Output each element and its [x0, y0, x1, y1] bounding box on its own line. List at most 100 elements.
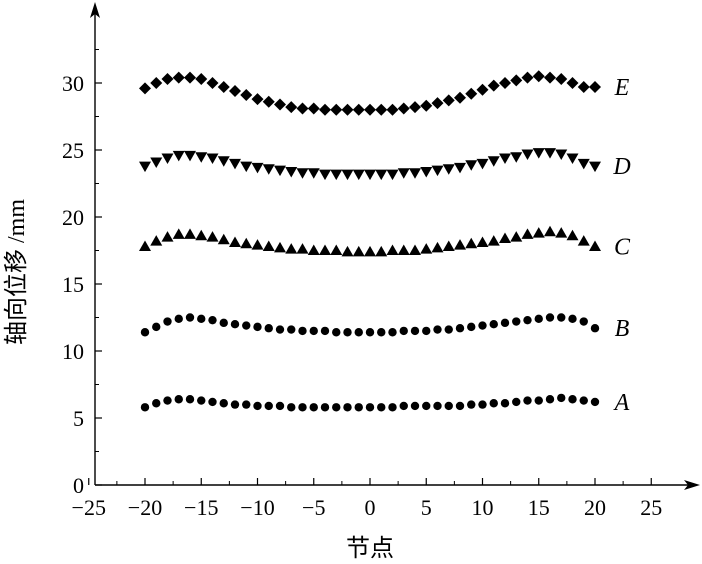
data-point-triangle-down	[589, 161, 601, 173]
data-point-triangle-down	[577, 158, 590, 170]
data-point-triangle-down	[510, 152, 523, 163]
data-point-triangle-up	[577, 235, 590, 246]
data-point-diamond	[386, 103, 399, 116]
data-point-circle	[140, 328, 150, 337]
data-point-diamond	[240, 89, 253, 102]
data-point-triangle-down	[262, 164, 275, 175]
data-point-triangle-down	[240, 161, 253, 173]
data-point-triangle-up	[397, 244, 410, 255]
data-point-diamond	[510, 74, 523, 87]
data-point-triangle-down	[420, 166, 433, 178]
series-label-D: D	[612, 154, 630, 180]
data-point-circle	[590, 324, 600, 333]
data-point-diamond	[409, 101, 421, 114]
data-point-triangle-down	[555, 149, 568, 161]
x-tick-label: −25	[72, 495, 106, 520]
data-point-triangle-up	[217, 233, 230, 245]
data-point-triangle-up	[566, 229, 579, 241]
data-point-circle	[208, 397, 217, 407]
data-point-triangle-up	[330, 244, 343, 255]
series-B	[140, 313, 600, 337]
data-point-circle	[534, 314, 543, 324]
data-point-diamond	[296, 102, 309, 115]
data-point-circle	[579, 396, 588, 405]
data-point-diamond	[307, 102, 320, 115]
data-point-diamond	[330, 103, 343, 116]
data-point-triangle-down	[465, 160, 478, 171]
data-point-circle	[579, 317, 588, 326]
data-point-circle	[208, 315, 217, 325]
data-point-circle	[163, 317, 172, 326]
data-point-triangle-down	[330, 169, 343, 181]
data-point-triangle-up	[364, 245, 376, 257]
data-point-triangle-down	[386, 169, 399, 181]
data-point-triangle-down	[251, 162, 264, 174]
data-point-triangle-up	[532, 227, 545, 238]
data-point-circle	[163, 396, 172, 405]
data-point-circle	[467, 400, 476, 409]
ticks: −25 −20 −15 −10 −5 0 5 10 15 20 25 0 5 10 15 20 25 30	[62, 49, 662, 520]
data-point-circle	[298, 326, 307, 336]
data-point-triangle-down	[375, 169, 388, 181]
data-point-circle	[275, 325, 285, 334]
data-point-triangle-up	[206, 231, 219, 242]
x-tick-label: 0	[365, 495, 376, 520]
data-point-diamond	[555, 72, 568, 85]
data-point-diamond	[184, 71, 196, 84]
data-point-triangle-down	[521, 149, 534, 161]
series-A	[140, 393, 600, 412]
data-point-triangle-up	[161, 231, 174, 242]
data-point-triangle-up	[274, 241, 286, 253]
data-point-triangle-down	[274, 165, 286, 177]
data-point-circle	[512, 397, 521, 407]
data-point-circle	[523, 315, 532, 325]
data-point-diamond	[487, 79, 500, 92]
data-point-circle	[478, 321, 487, 330]
data-point-diamond	[465, 87, 478, 100]
data-point-circle	[253, 401, 262, 411]
data-point-diamond	[375, 103, 388, 116]
data-point-triangle-up	[285, 243, 298, 254]
data-point-diamond	[589, 81, 601, 94]
x-tick-label: −15	[184, 495, 218, 520]
data-point-triangle-down	[409, 168, 421, 179]
data-point-diamond	[521, 71, 534, 84]
data-point-circle	[455, 401, 465, 411]
data-point-circle	[534, 396, 543, 405]
data-point-circle	[557, 393, 566, 403]
data-point-circle	[410, 326, 420, 336]
data-point-triangle-up	[476, 236, 489, 247]
data-point-circle	[343, 328, 352, 337]
data-point-circle	[197, 396, 206, 405]
data-point-triangle-up	[139, 240, 151, 251]
x-tick-label: 15	[528, 495, 550, 520]
data-point-circle	[309, 403, 318, 412]
data-point-diamond	[352, 103, 365, 116]
data-point-triangle-down	[476, 158, 489, 170]
data-point-triangle-down	[229, 158, 241, 170]
x-axis-title: 节点	[346, 535, 394, 562]
data-point-circle	[365, 328, 375, 337]
data-point-triangle-down	[161, 153, 174, 165]
data-point-triangle-up	[240, 237, 253, 249]
data-point-triangle-down	[217, 156, 230, 167]
data-point-diamond	[195, 72, 208, 85]
data-point-triangle-down	[499, 153, 511, 165]
data-point-triangle-up	[499, 232, 511, 243]
data-point-triangle-up	[352, 245, 365, 257]
y-tick-label: 30	[62, 71, 84, 96]
data-point-triangle-up	[386, 244, 399, 255]
y-tick-label: 20	[62, 205, 84, 230]
data-point-triangle-up	[431, 241, 444, 253]
x-tick-label: 20	[584, 495, 606, 520]
data-point-triangle-down	[285, 166, 298, 178]
data-point-diamond	[364, 103, 376, 116]
data-point-circle	[365, 403, 375, 412]
data-point-circle	[174, 395, 183, 404]
axes	[90, 2, 700, 490]
data-point-diamond	[577, 81, 590, 94]
data-point-circle	[399, 326, 408, 336]
data-point-triangle-up	[296, 243, 309, 254]
y-tick-label: 5	[73, 406, 84, 431]
data-point-circle	[219, 399, 228, 408]
